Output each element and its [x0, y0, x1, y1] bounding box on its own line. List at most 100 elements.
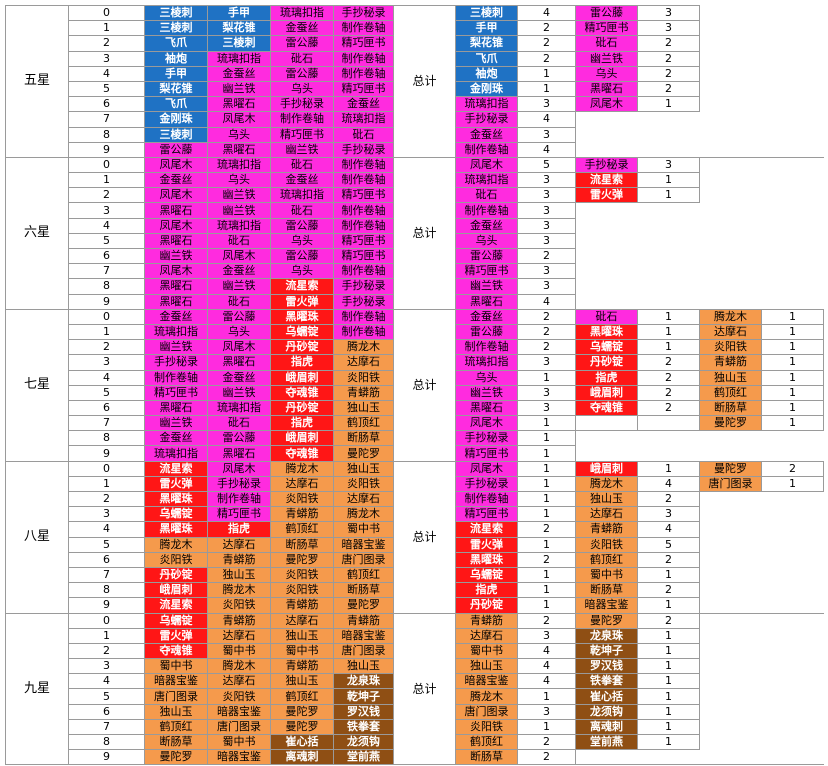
roll-index: 6 — [68, 399, 145, 417]
tally-count: 1 — [637, 642, 700, 660]
material-cell: 指虎 — [207, 521, 271, 538]
tally-count: 2 — [517, 20, 576, 37]
tally-material: 峨眉刺 — [575, 460, 638, 477]
material-cell: 鹤顶红 — [333, 415, 394, 432]
material-cell: 乌头 — [207, 126, 271, 143]
material-cell: 金蚕丝 — [144, 430, 208, 447]
tally-count: 1 — [637, 733, 700, 751]
material-cell: 断肠草 — [144, 733, 208, 751]
material-cell: 丹砂锭 — [144, 566, 208, 584]
tally-material: 达摩石 — [455, 627, 518, 644]
material-cell: 黑曜石 — [207, 354, 271, 371]
material-cell: 琉璃扣指 — [207, 217, 271, 234]
empty-cell — [699, 749, 762, 766]
material-cell: 崔心括 — [270, 733, 334, 751]
empty-cell — [761, 597, 824, 614]
tally-count: 4 — [517, 673, 576, 690]
table-row: 七星 0 金蚕丝 雷公藤 黑曜珠 制作卷轴 总计 金蚕丝 2 砒石 1 腾龙木 1 — [5, 308, 824, 462]
material-cell: 幽兰铁 — [207, 384, 271, 401]
material-cell: 雷公藤 — [144, 141, 208, 158]
tally-material: 腾龙木 — [455, 688, 518, 705]
tally-material: 青蟒筋 — [455, 612, 518, 629]
material-cell: 黑曜石 — [144, 293, 208, 310]
roll-index: 4 — [68, 65, 145, 82]
tally-material: 丹砂锭 — [455, 597, 518, 614]
material-cell: 独山玉 — [144, 703, 208, 720]
empty-cell — [700, 704, 762, 719]
tally-material: 飞爪 — [455, 50, 518, 67]
empty-cell — [700, 51, 762, 66]
roll-index: 7 — [68, 415, 145, 432]
material-cell: 达摩石 — [207, 673, 271, 690]
material-cell: 制作卷轴 — [270, 111, 334, 128]
tally-count: 1 — [517, 415, 576, 432]
empty-cell — [762, 613, 824, 628]
material-cell: 制作卷轴 — [333, 50, 394, 67]
material-cell: 黑曜石 — [144, 202, 208, 219]
table-row: 3 乌蠕锭 精巧匣书 青蟒筋 腾龙木 精巧匣书 1 达摩石 3 — [6, 506, 824, 523]
table-row: 1 三棱刺 梨花锥 金蚕丝 制作卷轴 手甲 2 精巧匣书 3 — [6, 20, 824, 37]
material-cell: 精巧匣书 — [333, 80, 394, 98]
tally-count: 1 — [517, 460, 576, 477]
tally-material: 雷火弹 — [575, 187, 638, 204]
tally-count: 1 — [637, 323, 700, 341]
table-row: 7 幽兰铁 砒石 指虎 鹤顶红 凤尾木 1 曼陀罗 1 — [6, 415, 824, 432]
tally-material: 精巧匣书 — [575, 20, 638, 37]
material-cell: 琉璃扣指 — [270, 187, 334, 204]
empty-cell — [762, 203, 824, 218]
empty-cell — [700, 719, 762, 734]
tally-material: 琉璃扣指 — [455, 96, 518, 113]
star-level-label: 七星 — [5, 308, 69, 462]
material-cell: 幽兰铁 — [144, 339, 208, 356]
empty-cell — [762, 507, 824, 522]
material-cell: 暗器宝鉴 — [144, 673, 208, 690]
empty-cell — [638, 249, 700, 264]
material-cell: 指虎 — [270, 415, 334, 432]
empty-cell — [575, 749, 638, 766]
tally-material: 手甲 — [455, 20, 518, 37]
tally-count: 4 — [517, 293, 576, 310]
material-cell: 炎阳铁 — [207, 688, 271, 705]
empty-cell — [762, 127, 824, 142]
material-cell: 砒石 — [207, 293, 271, 310]
roll-index: 8 — [68, 126, 145, 143]
roll-index: 9 — [68, 597, 145, 614]
table-row: 3 手抄秘录 黑曜石 指虎 达摩石 琉璃扣指 3 丹砂锭 2 青蟒筋 1 — [6, 354, 824, 371]
material-cell: 凤尾木 — [207, 247, 271, 265]
material-cell: 琉璃扣指 — [207, 399, 271, 417]
tally-material: 独山玉 — [699, 369, 762, 386]
material-cell: 精巧匣书 — [207, 506, 271, 523]
material-cell: 凤尾木 — [144, 217, 208, 234]
table-row: 7 丹砂锭 独山玉 炎阳铁 鹤顶红 乌蠕锭 1 蜀中书 1 — [6, 566, 824, 584]
tally-material: 腾龙木 — [699, 308, 762, 325]
material-cell: 唐门图录 — [144, 688, 208, 705]
material-cell: 流星索 — [144, 597, 208, 614]
material-cell: 独山玉 — [207, 566, 271, 584]
table-row: 六星 0 凤尾木 琉璃扣指 砒石 制作卷轴 总计 凤尾木 5 手抄秘录 3 — [5, 156, 824, 310]
material-cell: 雷公藤 — [270, 35, 334, 52]
tally-count: 3 — [637, 156, 700, 174]
empty-cell — [575, 445, 638, 462]
material-cell: 金蚕丝 — [144, 172, 208, 189]
tally-material: 制作卷轴 — [455, 339, 518, 356]
material-cell: 蜀中书 — [207, 733, 271, 751]
empty-cell — [700, 431, 762, 446]
tally-material: 鹤顶红 — [699, 384, 762, 401]
material-cell: 暗器宝鉴 — [333, 536, 394, 553]
material-cell: 鹤顶红 — [144, 718, 208, 736]
material-cell: 炎阳铁 — [144, 551, 208, 568]
tally-material: 断肠草 — [699, 399, 762, 417]
tally-material: 断肠草 — [455, 749, 518, 766]
table-row: 6 炎阳铁 青蟒筋 曼陀罗 唐门图录 黑曜珠 2 鹤顶红 2 — [6, 551, 824, 568]
material-cell: 腾龙木 — [270, 460, 334, 477]
empty-cell — [576, 249, 638, 264]
empty-cell — [699, 142, 762, 158]
material-cell: 独山玉 — [333, 658, 394, 675]
tally-count — [637, 415, 700, 432]
material-cell: 制作卷轴 — [333, 20, 394, 37]
total-label: 总计 — [393, 460, 456, 614]
material-cell: 三棱刺 — [144, 4, 208, 22]
table-row: 1 金蚕丝 乌头 金蚕丝 制作卷轴 琉璃扣指 3 流星索 1 — [6, 172, 824, 189]
roll-index: 9 — [68, 445, 145, 462]
empty-cell — [762, 522, 824, 537]
